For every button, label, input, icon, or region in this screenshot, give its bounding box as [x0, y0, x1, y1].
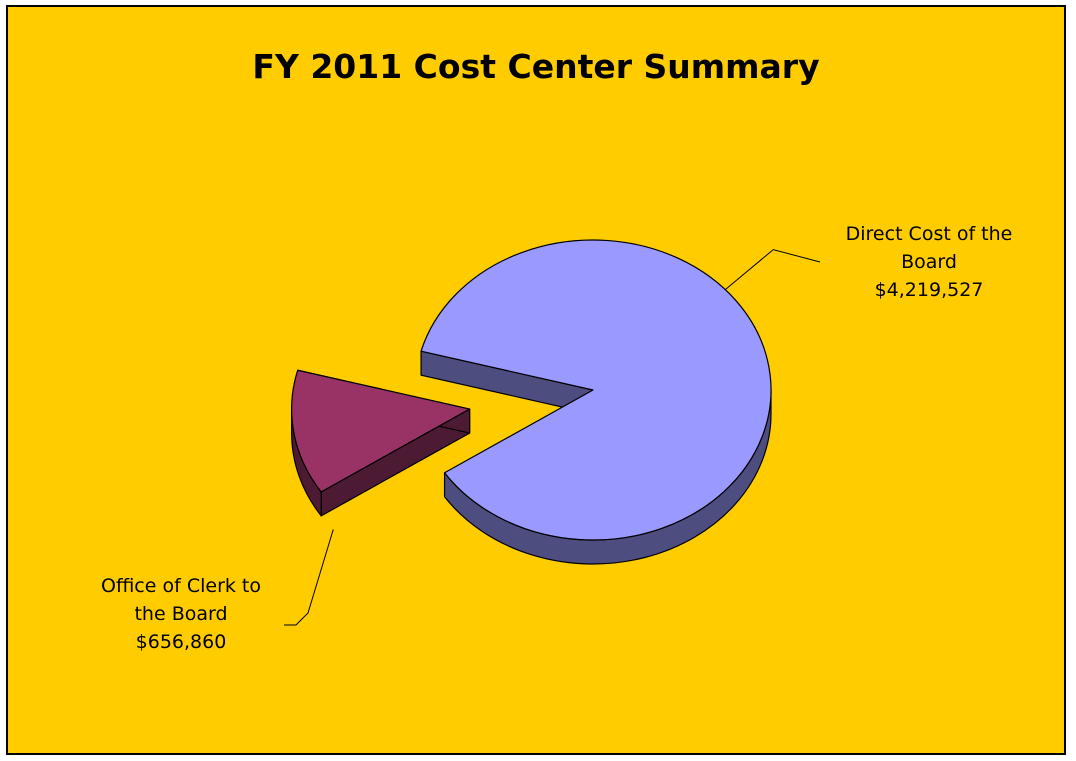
data-label-office-of-clerk-line-2: the Board: [134, 603, 228, 625]
data-label-office-of-clerk: Office of Clerk to the Board $656,860: [66, 572, 296, 656]
data-label-direct-cost-line-1: Direct Cost of the: [845, 223, 1013, 245]
data-label-direct-cost: Direct Cost of the Board $4,219,527: [814, 220, 1044, 304]
chart-title: FY 2011 Cost Center Summary: [252, 47, 820, 86]
leader-line-office-of-clerk: [284, 529, 334, 626]
data-label-office-of-clerk-line-1: Office of Clerk to: [100, 575, 261, 597]
leader-line-direct-cost: [724, 249, 821, 291]
data-label-direct-cost-value: $4,219,527: [874, 279, 984, 301]
pie-slice-direct-cost: [420, 239, 772, 541]
pie-slice-office-of-clerk: [291, 369, 471, 493]
chart-frame: FY 2011 Cost Center Summary Direct Cost …: [6, 5, 1066, 755]
data-label-office-of-clerk-value: $656,860: [135, 631, 227, 653]
pie-chart: [284, 239, 821, 626]
data-label-direct-cost-line-2: Board: [901, 251, 957, 273]
